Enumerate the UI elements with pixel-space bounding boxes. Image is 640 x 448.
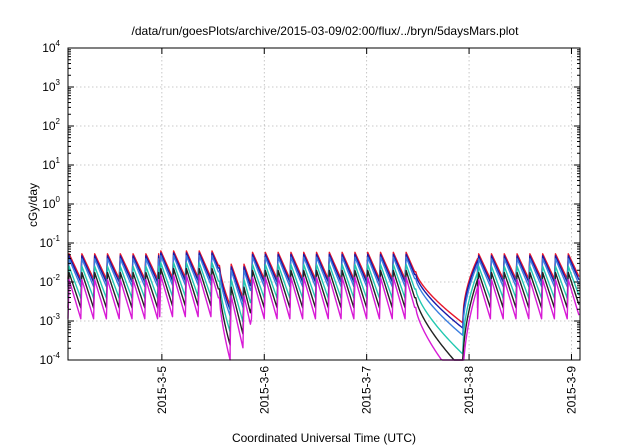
plot-frame [67,47,581,361]
y-axis-label-group: cGy/day [26,183,40,227]
ticks-layer: 104 103 102 101 100 10-1 10-2 10-3 10-4 2015-3-5 2… [40,39,580,414]
y-tick-label: 10-3 [40,312,61,328]
series-line-3 [67,254,580,336]
x-tick-label: 2015-3-6 [257,366,271,414]
y-tick-label: 10-1 [40,234,61,250]
y-tick-label: 102 [42,117,60,133]
x-tick-label: 2015-3-5 [155,366,169,414]
series-line-6 [67,274,580,361]
y-tick-label: 10-2 [40,273,61,289]
y-axis-label: cGy/day [26,183,40,227]
series-layer [67,250,580,361]
grid-layer [68,48,580,360]
x-axis-label: Coordinated Universal Time (UTC) [232,431,416,445]
x-tick-label: 2015-3-7 [360,366,374,414]
y-tick-label: 101 [42,156,60,172]
y-tick-label: 10-4 [40,351,61,367]
series-line-2 [67,252,580,329]
x-tick-label: 2015-3-9 [564,366,578,414]
series-line-1 [67,250,580,324]
series-line-4 [67,262,580,355]
series-line-5 [67,267,580,361]
y-tick-label: 104 [42,39,60,55]
chart-title: /data/run/goesPlots/archive/2015-03-09/0… [132,24,520,38]
y-tick-label: 100 [42,195,60,211]
x-tick-label: 2015-3-8 [462,366,476,414]
y-tick-label: 103 [42,78,60,94]
